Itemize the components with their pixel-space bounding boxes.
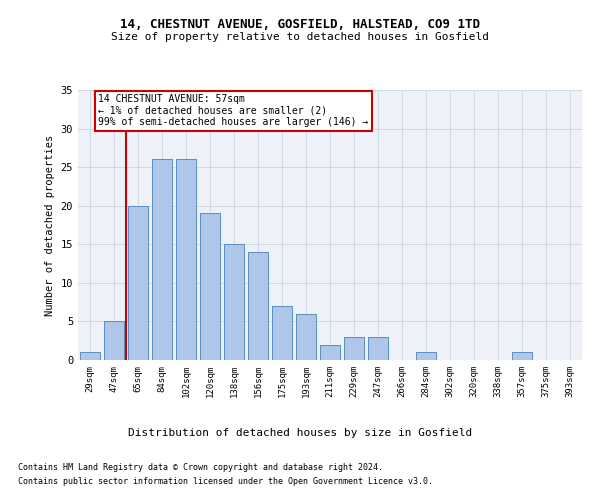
Text: 14 CHESTNUT AVENUE: 57sqm
← 1% of detached houses are smaller (2)
99% of semi-de: 14 CHESTNUT AVENUE: 57sqm ← 1% of detach… bbox=[98, 94, 368, 127]
Text: Distribution of detached houses by size in Gosfield: Distribution of detached houses by size … bbox=[128, 428, 472, 438]
Bar bbox=[80, 352, 100, 360]
Bar bbox=[104, 322, 124, 360]
Bar bbox=[416, 352, 436, 360]
Bar bbox=[128, 206, 148, 360]
Bar bbox=[296, 314, 316, 360]
Bar bbox=[512, 352, 532, 360]
Bar bbox=[320, 344, 340, 360]
Bar bbox=[224, 244, 244, 360]
Text: Contains HM Land Registry data © Crown copyright and database right 2024.: Contains HM Land Registry data © Crown c… bbox=[18, 462, 383, 471]
Bar bbox=[368, 337, 388, 360]
Bar bbox=[272, 306, 292, 360]
Bar bbox=[176, 160, 196, 360]
Bar bbox=[344, 337, 364, 360]
Bar bbox=[248, 252, 268, 360]
Text: Contains public sector information licensed under the Open Government Licence v3: Contains public sector information licen… bbox=[18, 478, 433, 486]
Y-axis label: Number of detached properties: Number of detached properties bbox=[45, 134, 55, 316]
Bar bbox=[152, 160, 172, 360]
Bar bbox=[200, 214, 220, 360]
Text: Size of property relative to detached houses in Gosfield: Size of property relative to detached ho… bbox=[111, 32, 489, 42]
Text: 14, CHESTNUT AVENUE, GOSFIELD, HALSTEAD, CO9 1TD: 14, CHESTNUT AVENUE, GOSFIELD, HALSTEAD,… bbox=[120, 18, 480, 30]
